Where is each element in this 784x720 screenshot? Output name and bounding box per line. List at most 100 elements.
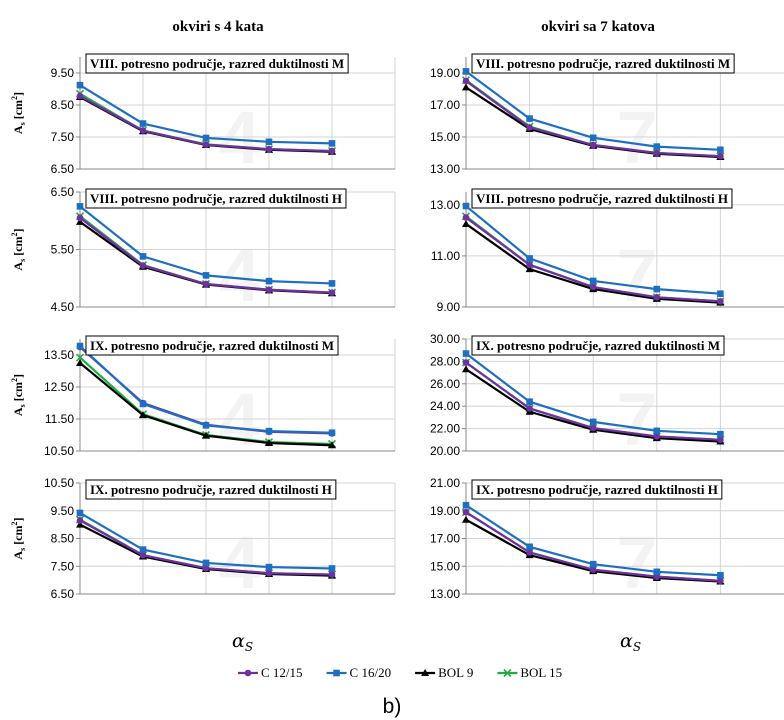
panel-title: VIII. potresno područje, razred duktilno…: [90, 191, 342, 206]
y-tick-label: 20.00: [430, 444, 460, 458]
y-tick-label: 9.50: [51, 66, 75, 80]
data-point: [139, 253, 147, 260]
data-point: [589, 418, 597, 426]
data-point: [202, 141, 210, 148]
data-point: [202, 134, 210, 142]
y-axis-label: As [cm2]: [10, 92, 27, 134]
data-point: [328, 571, 336, 578]
data-point: [462, 350, 470, 357]
data-point: [139, 262, 147, 269]
y-tick-label: 21.00: [430, 476, 460, 490]
watermark: 4: [219, 521, 260, 604]
legend-marker: [421, 669, 430, 676]
data-point: [462, 359, 470, 366]
data-point: [717, 577, 724, 585]
chart-panels: 4 6.50 7.50 8.50 9.50 As [cm2] VIII. potresno …: [10, 53, 784, 604]
y-tick-label: 9.00: [437, 300, 461, 314]
data-point: [462, 515, 470, 523]
data-point: [526, 261, 533, 269]
data-point: [653, 568, 661, 576]
y-tick-label: 7.50: [51, 130, 75, 144]
column-title-7-storey: okviri sa 7 katova: [541, 19, 655, 35]
column-title-4-storey: okviri s 4 kata: [172, 19, 264, 35]
panel-title-box: [85, 53, 349, 74]
legend-label: BOL 9: [438, 665, 473, 680]
data-point: [76, 203, 84, 210]
data-point: [526, 255, 533, 262]
y-tick-label: 10.50: [44, 444, 74, 458]
data-point: [139, 127, 147, 134]
data-point: [526, 124, 533, 131]
data-point: [265, 427, 273, 435]
series-c-16-20: [76, 342, 336, 437]
y-tick-label: 11.50: [45, 412, 74, 426]
data-point: [76, 342, 84, 350]
y-tick-label: 8.50: [51, 98, 75, 112]
data-point: [653, 285, 661, 293]
panel-title: IX. potresno područje, razred duktilnost…: [476, 482, 718, 497]
legend-marker: [503, 668, 512, 678]
legend-item-c-12-15: C 12/15: [238, 665, 303, 680]
data-point: [589, 566, 597, 574]
data-point: [202, 280, 210, 288]
y-tick-label: 4.50: [51, 300, 75, 314]
y-tick-label: 15.00: [430, 130, 460, 144]
y-tick-label: 9.50: [51, 504, 75, 518]
y-tick-label: 8.50: [51, 532, 75, 546]
y-axis-label: As [cm2]: [10, 228, 27, 270]
data-point: [328, 565, 336, 572]
data-point: [76, 81, 84, 89]
data-point: [462, 83, 470, 91]
legend-item-bol-9: BOL 9: [415, 665, 473, 680]
panel-title-box: [85, 188, 347, 209]
data-point: [139, 551, 147, 559]
data-point: [589, 277, 597, 285]
data-point: [525, 265, 534, 273]
panel-title-box: [471, 479, 723, 500]
series-c-16-20: [76, 509, 336, 572]
legend: C 12/15 C 16/20 BOL 9 BOL 15: [238, 665, 562, 680]
y-tick-label: 17.00: [430, 532, 460, 546]
series-c-16-20: [462, 350, 724, 438]
legend-item-c-16-20: C 16/20: [326, 665, 392, 680]
y-tick-label: 11.00: [431, 249, 460, 263]
legend-label: C 16/20: [350, 665, 392, 680]
data-point: [589, 141, 597, 149]
figure-label: b): [383, 695, 402, 718]
series-c-12-15: [462, 359, 724, 444]
data-point: [202, 422, 210, 429]
chart-panel-6: 7 20.00 22.00 24.00 26.00 28.00 30.00 IX. potre…: [430, 332, 784, 461]
y-tick-label: 13.00: [430, 198, 460, 212]
data-point: [328, 441, 336, 449]
data-point: [328, 140, 336, 147]
legend-marker: [244, 669, 252, 677]
data-point: [139, 546, 147, 553]
y-axis-label: As [cm2]: [10, 374, 27, 416]
data-point: [653, 293, 661, 301]
y-tick-label: 19.00: [430, 66, 460, 80]
y-tick-label: 6.50: [51, 587, 75, 601]
legend-item-bol-15: BOL 15: [497, 665, 562, 680]
watermark: 7: [616, 378, 657, 461]
data-point: [653, 143, 661, 150]
x-axis-label-left: αS: [232, 630, 253, 654]
panel-title: IX. potresno područje, razred duktilnost…: [90, 482, 332, 497]
series-c-12-15: [462, 77, 724, 160]
data-point: [76, 517, 84, 524]
data-point: [526, 115, 533, 122]
y-tick-label: 26.00: [430, 377, 460, 391]
chart-panel-4: 7 9.00 11.00 13.00 VIII. potresno područje, …: [430, 188, 784, 317]
y-tick-label: 17.00: [430, 98, 460, 112]
y-tick-label: 13.00: [430, 162, 460, 176]
panel-title: VIII. potresno područje, razred duktilno…: [476, 191, 728, 206]
data-point: [589, 134, 597, 142]
panel-title: VIII. potresno područje, razred duktilno…: [476, 56, 730, 71]
data-point: [526, 405, 533, 412]
x-axis-label-right: αS: [620, 630, 641, 654]
series-c-12-15: [76, 214, 336, 296]
y-tick-label: 24.00: [430, 399, 460, 413]
y-tick-label: 13.50: [44, 348, 74, 362]
data-point: [76, 217, 84, 225]
